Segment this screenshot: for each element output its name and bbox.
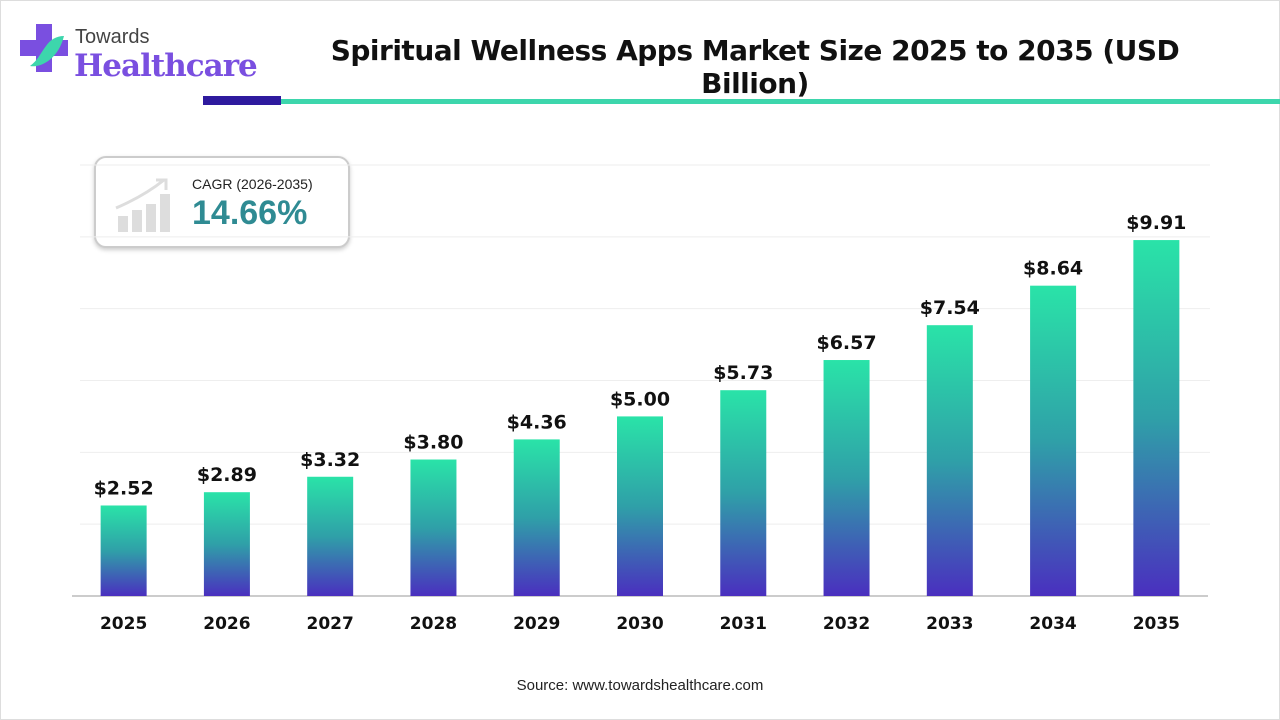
logo-text-healthcare: Healthcare	[74, 48, 258, 84]
cagr-box: CAGR (2026-2035) 14.66%	[94, 156, 350, 248]
growth-chart-icon	[115, 178, 170, 232]
cagr-value: 14.66%	[192, 194, 308, 232]
title-underline-teal	[281, 99, 1280, 104]
chart-title: Spiritual Wellness Apps Market Size 2025…	[330, 34, 1180, 100]
source-text: Source: www.towardshealthcare.com	[516, 677, 764, 694]
cagr-label: CAGR (2026-2035)	[192, 176, 313, 192]
logo-text-towards: Towards	[75, 26, 150, 48]
title-underline-dark	[203, 96, 281, 105]
towards-healthcare-logo-icon	[20, 24, 68, 72]
